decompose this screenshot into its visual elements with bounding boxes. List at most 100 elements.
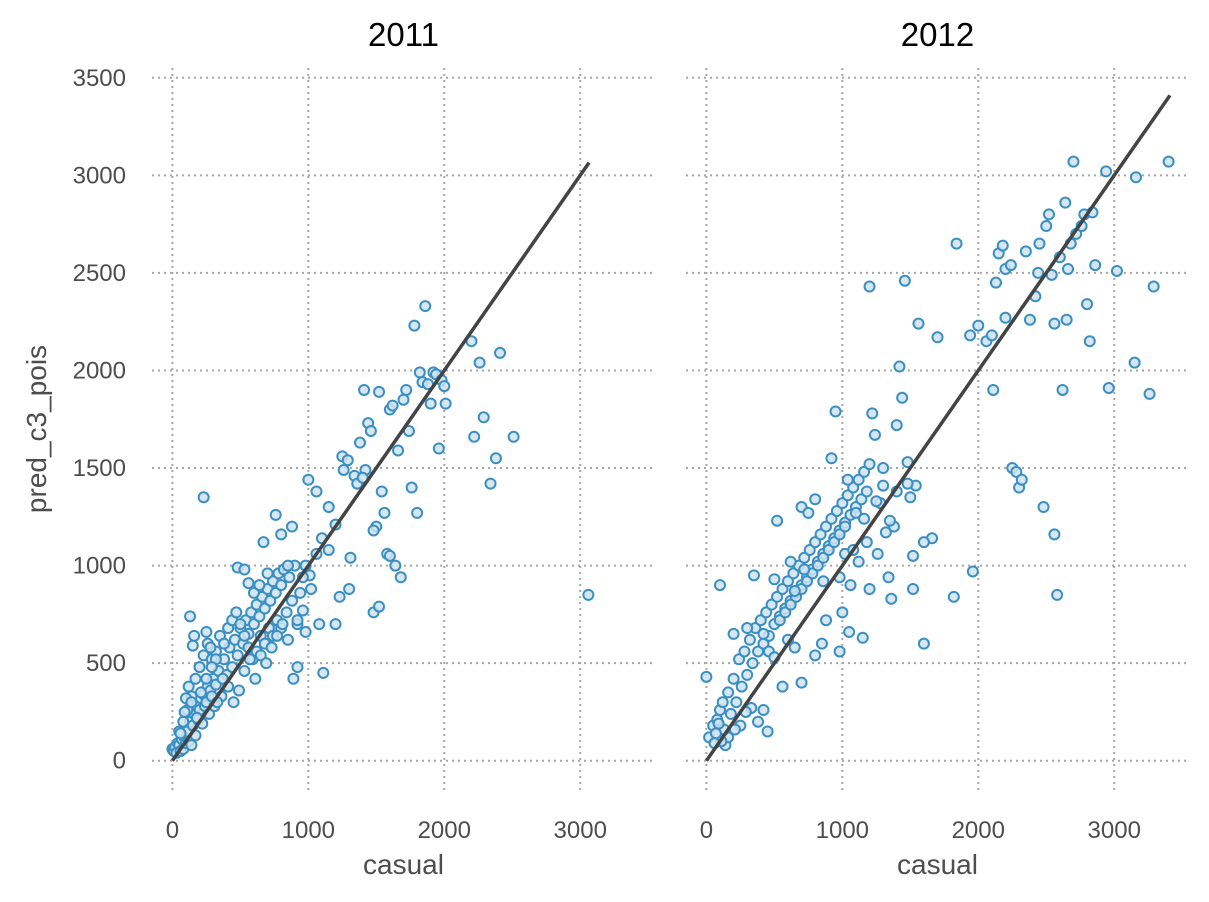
data-point xyxy=(489,452,502,465)
y-tick-label: 2000 xyxy=(73,357,126,384)
data-point xyxy=(432,442,445,455)
data-point xyxy=(868,428,881,441)
data-point xyxy=(204,641,217,654)
data-point xyxy=(883,514,896,527)
data-point xyxy=(1004,259,1017,272)
identity-line xyxy=(704,94,1172,762)
data-point xyxy=(182,680,195,693)
data-point xyxy=(227,696,240,709)
data-point xyxy=(947,590,960,603)
data-point xyxy=(800,575,813,588)
data-point xyxy=(1143,387,1156,400)
data-point xyxy=(784,555,797,568)
data-point xyxy=(1015,473,1028,486)
x-tick-label: 1000 xyxy=(282,817,335,844)
data-point xyxy=(877,462,890,475)
data-point xyxy=(912,317,925,330)
data-point xyxy=(344,551,357,564)
data-point xyxy=(825,452,838,465)
data-point xyxy=(177,715,190,728)
data-point xyxy=(367,524,380,537)
data-point xyxy=(397,393,410,406)
data-point xyxy=(950,237,963,250)
data-point xyxy=(400,383,413,396)
data-point xyxy=(817,575,830,588)
data-point xyxy=(473,356,486,369)
data-point xyxy=(847,481,860,494)
data-point xyxy=(757,703,770,716)
data-point xyxy=(798,551,811,564)
data-point xyxy=(1037,501,1050,514)
data-point xyxy=(904,491,917,504)
panel-2011: 2011 0 500 1000 1500 2000 2500 3000 3500 0 1000 200… xyxy=(73,16,655,880)
data-point xyxy=(389,559,402,572)
data-point xyxy=(866,407,879,420)
data-point xyxy=(178,705,191,718)
data-point xyxy=(730,696,743,709)
data-point xyxy=(779,606,792,619)
data-point xyxy=(713,579,726,592)
data-point xyxy=(185,696,198,709)
data-point xyxy=(833,528,846,541)
data-point xyxy=(1040,220,1053,233)
data-point xyxy=(260,657,273,670)
data-point xyxy=(825,512,838,525)
data-point xyxy=(809,649,822,662)
data-point xyxy=(996,239,1009,252)
data-point xyxy=(193,661,206,674)
data-point xyxy=(188,629,201,642)
data-point xyxy=(322,501,335,514)
data-point xyxy=(917,637,930,650)
data-point xyxy=(238,664,251,677)
data-point xyxy=(582,588,595,601)
data-point xyxy=(299,625,312,638)
data-point xyxy=(741,668,754,681)
data-point xyxy=(836,606,849,619)
data-point xyxy=(394,571,407,584)
data-point xyxy=(197,491,210,504)
data-point xyxy=(877,479,890,492)
data-point xyxy=(337,463,350,476)
data-point xyxy=(1033,237,1046,250)
data-point xyxy=(438,380,451,393)
data-point xyxy=(898,274,911,287)
data-point xyxy=(276,618,289,631)
data-point xyxy=(1023,313,1036,326)
data-point xyxy=(809,493,822,506)
data-point xyxy=(839,520,852,533)
data-point xyxy=(841,489,854,502)
data-point xyxy=(776,680,789,693)
data-point xyxy=(1129,171,1142,184)
data-point xyxy=(964,329,977,342)
data-point xyxy=(700,670,713,683)
data-point xyxy=(494,346,507,359)
y-tick-label: 500 xyxy=(86,650,126,677)
x-tick-label: 3000 xyxy=(1088,817,1141,844)
data-point xyxy=(341,454,354,467)
x-tick-label: 2000 xyxy=(418,817,471,844)
data-point xyxy=(795,676,808,689)
data-point xyxy=(317,666,330,679)
data-point xyxy=(863,458,876,471)
data-point xyxy=(392,444,405,457)
data-point xyxy=(408,319,421,332)
data-point xyxy=(205,661,218,674)
data-point xyxy=(830,504,843,517)
data-point xyxy=(1019,245,1032,258)
data-point xyxy=(849,506,862,519)
data-point xyxy=(811,559,824,572)
data-point xyxy=(378,506,391,519)
data-point xyxy=(815,637,828,650)
data-point xyxy=(194,686,207,699)
data-point xyxy=(722,686,735,699)
data-point xyxy=(733,653,746,666)
data-point xyxy=(230,606,243,619)
data-point xyxy=(174,727,187,740)
data-point xyxy=(784,598,797,611)
data-point xyxy=(863,280,876,293)
data-point xyxy=(803,543,816,556)
x-tick-label: 0 xyxy=(166,817,179,844)
data-point xyxy=(1100,165,1113,178)
y-tick-label: 0 xyxy=(113,748,126,775)
data-point xyxy=(200,625,213,638)
